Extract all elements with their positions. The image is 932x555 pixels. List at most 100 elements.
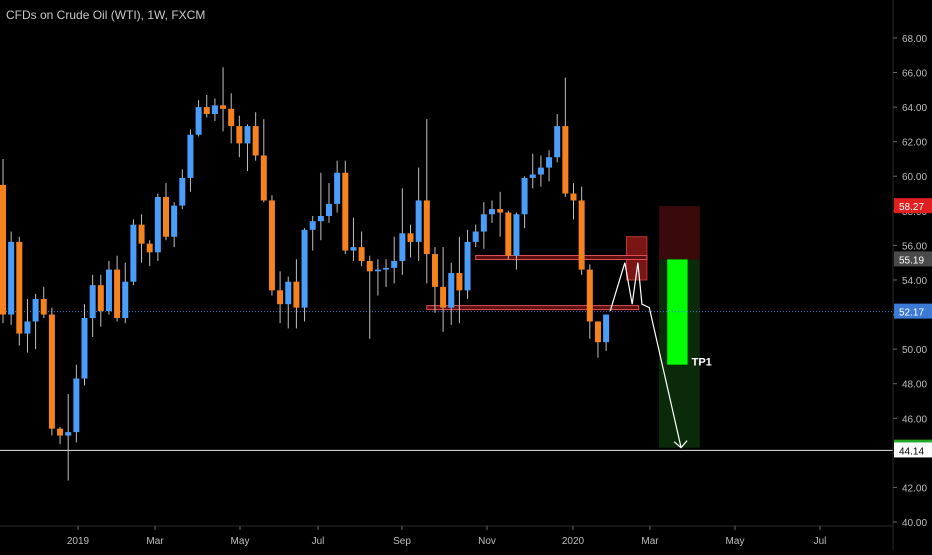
candle-up — [334, 172, 341, 204]
price-label: 44.14 — [899, 446, 924, 457]
x-tick-label: May — [726, 536, 745, 547]
candle-down — [423, 200, 430, 255]
candle-up — [171, 205, 178, 237]
candle-up — [399, 233, 406, 261]
candle-down — [57, 428, 64, 436]
candle-down — [163, 196, 169, 237]
candle-down — [0, 184, 6, 315]
candle-down — [505, 212, 512, 256]
x-tick-label: Mar — [641, 536, 659, 547]
candle-up — [187, 134, 194, 178]
x-tick-label: Sep — [393, 536, 411, 547]
tp1-label: TP1 — [692, 357, 712, 369]
candle-down — [146, 243, 153, 253]
candle-down — [40, 298, 47, 315]
candle-up — [350, 247, 357, 251]
candle-up — [513, 214, 520, 256]
candle-down — [236, 126, 243, 144]
x-tick-label: Nov — [478, 536, 496, 547]
candle-down — [252, 126, 259, 156]
candle-down — [138, 224, 145, 244]
candle-down — [440, 286, 447, 308]
price-label-bg — [894, 303, 932, 319]
y-tick-label: 54.00 — [902, 276, 927, 287]
candle-up — [415, 200, 422, 242]
candle-down — [220, 105, 227, 109]
candle-down — [293, 281, 300, 308]
y-tick-label: 42.00 — [902, 483, 927, 494]
candle-down — [456, 273, 463, 291]
candle-up — [326, 203, 332, 216]
candle-up — [391, 260, 398, 268]
candle-up — [537, 167, 544, 175]
candle-up — [529, 174, 536, 178]
candle-up — [480, 214, 487, 232]
candle-up — [383, 267, 390, 270]
y-tick-label: 48.00 — [902, 380, 927, 391]
candle-down — [342, 172, 349, 251]
candle-up — [122, 281, 129, 318]
stop-loss-zone — [659, 206, 700, 260]
candle-down — [97, 285, 104, 312]
y-tick-label: 56.00 — [902, 241, 927, 252]
candle-down — [114, 269, 121, 318]
y-tick-label: 46.00 — [902, 414, 927, 425]
candle-up — [73, 378, 80, 433]
resistance-line-0 — [475, 254, 648, 260]
candle-up — [374, 269, 381, 272]
x-tick-label: 2020 — [562, 536, 585, 547]
resistance-line-1 — [426, 305, 640, 311]
candle-up — [448, 273, 455, 308]
price-label: 52.17 — [899, 308, 924, 319]
candle-up — [309, 221, 316, 230]
candle-down — [431, 254, 438, 287]
candle-up — [195, 107, 202, 135]
candle-up — [317, 216, 324, 222]
candle-down — [16, 241, 23, 334]
candle-up — [521, 177, 528, 215]
y-tick-label: 50.00 — [902, 345, 927, 356]
candle-down — [594, 321, 601, 343]
x-tick-label: Jul — [312, 536, 325, 547]
candle-up — [464, 241, 471, 291]
candle-up — [8, 241, 15, 315]
price-label-bg — [894, 251, 932, 267]
y-tick-label: 66.00 — [902, 69, 927, 80]
candle-down — [203, 107, 210, 114]
candle-down — [48, 314, 55, 429]
candle-up — [81, 318, 88, 379]
candle-down — [570, 193, 577, 201]
candle-down — [578, 200, 585, 270]
chart-title: CFDs on Crude Oil (WTI), 1W, FXCM — [6, 8, 206, 22]
y-tick-label: 62.00 — [902, 138, 927, 149]
tp1-bar — [667, 259, 688, 365]
candle-up — [130, 224, 137, 282]
candle-down — [497, 209, 504, 213]
y-tick-label: 68.00 — [902, 34, 927, 45]
x-tick-label: May — [231, 536, 250, 547]
candle-up — [105, 269, 112, 312]
x-tick-label: Mar — [146, 536, 164, 547]
x-tick-label: 2019 — [67, 536, 90, 547]
y-tick-label: 40.00 — [902, 518, 927, 529]
candle-up — [603, 314, 610, 343]
candle-up — [301, 229, 308, 308]
candle-up — [65, 432, 72, 436]
candle-up — [244, 126, 251, 144]
projection-arrowhead — [673, 440, 688, 449]
projection-path — [609, 262, 682, 448]
candle-up — [24, 321, 31, 334]
price-axis-bg — [893, 0, 932, 550]
candle-down — [366, 260, 373, 272]
price-label-bg — [894, 442, 932, 458]
candle-up — [179, 177, 186, 206]
price-label: 58.27 — [899, 202, 924, 213]
candle-down — [268, 200, 275, 291]
candle-down — [260, 155, 267, 201]
candle-up — [489, 209, 495, 215]
candle-down — [228, 108, 235, 127]
candle-down — [277, 290, 284, 305]
x-tick-label: Jul — [814, 536, 827, 547]
candle-up — [546, 157, 553, 168]
